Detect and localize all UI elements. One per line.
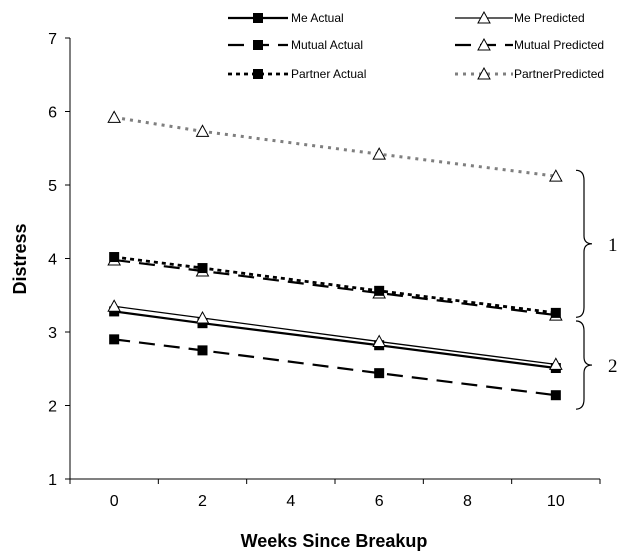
series-partnerpredicted bbox=[107, 110, 563, 182]
data-point bbox=[372, 147, 387, 160]
series-mutual-predicted bbox=[107, 252, 563, 321]
y-tick-label: 6 bbox=[48, 105, 57, 122]
y-tick-label: 3 bbox=[48, 325, 57, 342]
legend-marker bbox=[477, 66, 491, 80]
y-tick-label: 4 bbox=[48, 252, 57, 269]
data-point bbox=[197, 263, 208, 274]
y-tick-label: 2 bbox=[48, 399, 57, 416]
series-me-actual bbox=[109, 306, 561, 374]
y-axis-title: Distress bbox=[10, 223, 30, 294]
data-point bbox=[107, 110, 122, 123]
series-partner-actual bbox=[109, 252, 561, 318]
data-point bbox=[548, 357, 563, 370]
bracket-label: 1 bbox=[608, 235, 618, 256]
annotations: 12 bbox=[575, 169, 618, 410]
legend-entry: PartnerPredicted bbox=[455, 66, 604, 81]
y-tick-label: 1 bbox=[48, 472, 57, 489]
x-tick-label: 0 bbox=[110, 493, 119, 510]
legend-label: Partner Actual bbox=[291, 67, 366, 81]
x-tick-label: 8 bbox=[463, 493, 472, 510]
series-mutual-actual bbox=[109, 334, 561, 401]
data-point bbox=[372, 334, 387, 348]
legend-label: Me Predicted bbox=[514, 11, 585, 25]
y-tick-label: 7 bbox=[48, 31, 57, 48]
series-line bbox=[114, 305, 556, 365]
bracket bbox=[575, 169, 593, 318]
series-line bbox=[113, 115, 557, 178]
legend-label: Me Actual bbox=[291, 11, 344, 25]
x-tick-label: 4 bbox=[286, 493, 295, 510]
legend-entry: Partner Actual bbox=[228, 67, 366, 81]
legend-label: Mutual Predicted bbox=[514, 38, 604, 52]
legend: Me Actual Me Predicted Mutual Actual Mutual… bbox=[228, 10, 604, 81]
legend-marker bbox=[253, 13, 263, 23]
legend-label: Mutual Actual bbox=[291, 38, 363, 52]
legend-marker bbox=[477, 37, 491, 51]
series-line bbox=[114, 258, 556, 317]
legend-marker bbox=[477, 10, 491, 24]
legend-entry: Mutual Predicted bbox=[455, 37, 604, 52]
bracket bbox=[575, 320, 593, 410]
series-line bbox=[113, 255, 557, 315]
axes: 1 2 3 4 5 6 7 0 2 4 6 8 10 bbox=[48, 31, 601, 510]
data-point bbox=[195, 310, 210, 324]
data-point bbox=[195, 124, 210, 137]
data-point bbox=[197, 345, 208, 356]
x-tick-label: 6 bbox=[375, 493, 384, 510]
series-line bbox=[114, 338, 556, 397]
x-tick-label: 2 bbox=[198, 493, 207, 510]
legend-marker bbox=[253, 40, 263, 50]
series-line bbox=[114, 310, 556, 370]
legend-marker bbox=[253, 69, 263, 79]
data-point bbox=[374, 368, 385, 379]
data-point bbox=[109, 334, 120, 345]
x-tick-label: 10 bbox=[547, 493, 565, 510]
x-axis-title: Weeks Since Breakup bbox=[241, 531, 428, 551]
data-point bbox=[550, 390, 561, 401]
legend-entry: Mutual Actual bbox=[228, 38, 363, 52]
legend-label: PartnerPredicted bbox=[514, 67, 604, 81]
data-point bbox=[548, 169, 563, 182]
y-tick-label: 5 bbox=[48, 178, 57, 195]
data-point bbox=[550, 307, 561, 318]
series-me-predicted bbox=[107, 299, 563, 370]
data-point bbox=[374, 285, 385, 296]
data-point bbox=[107, 299, 122, 312]
series-layer bbox=[107, 110, 563, 401]
legend-entry: Me Actual bbox=[228, 11, 344, 25]
bracket-label: 2 bbox=[608, 356, 618, 377]
data-point bbox=[109, 252, 120, 263]
legend-entry: Me Predicted bbox=[455, 10, 585, 25]
